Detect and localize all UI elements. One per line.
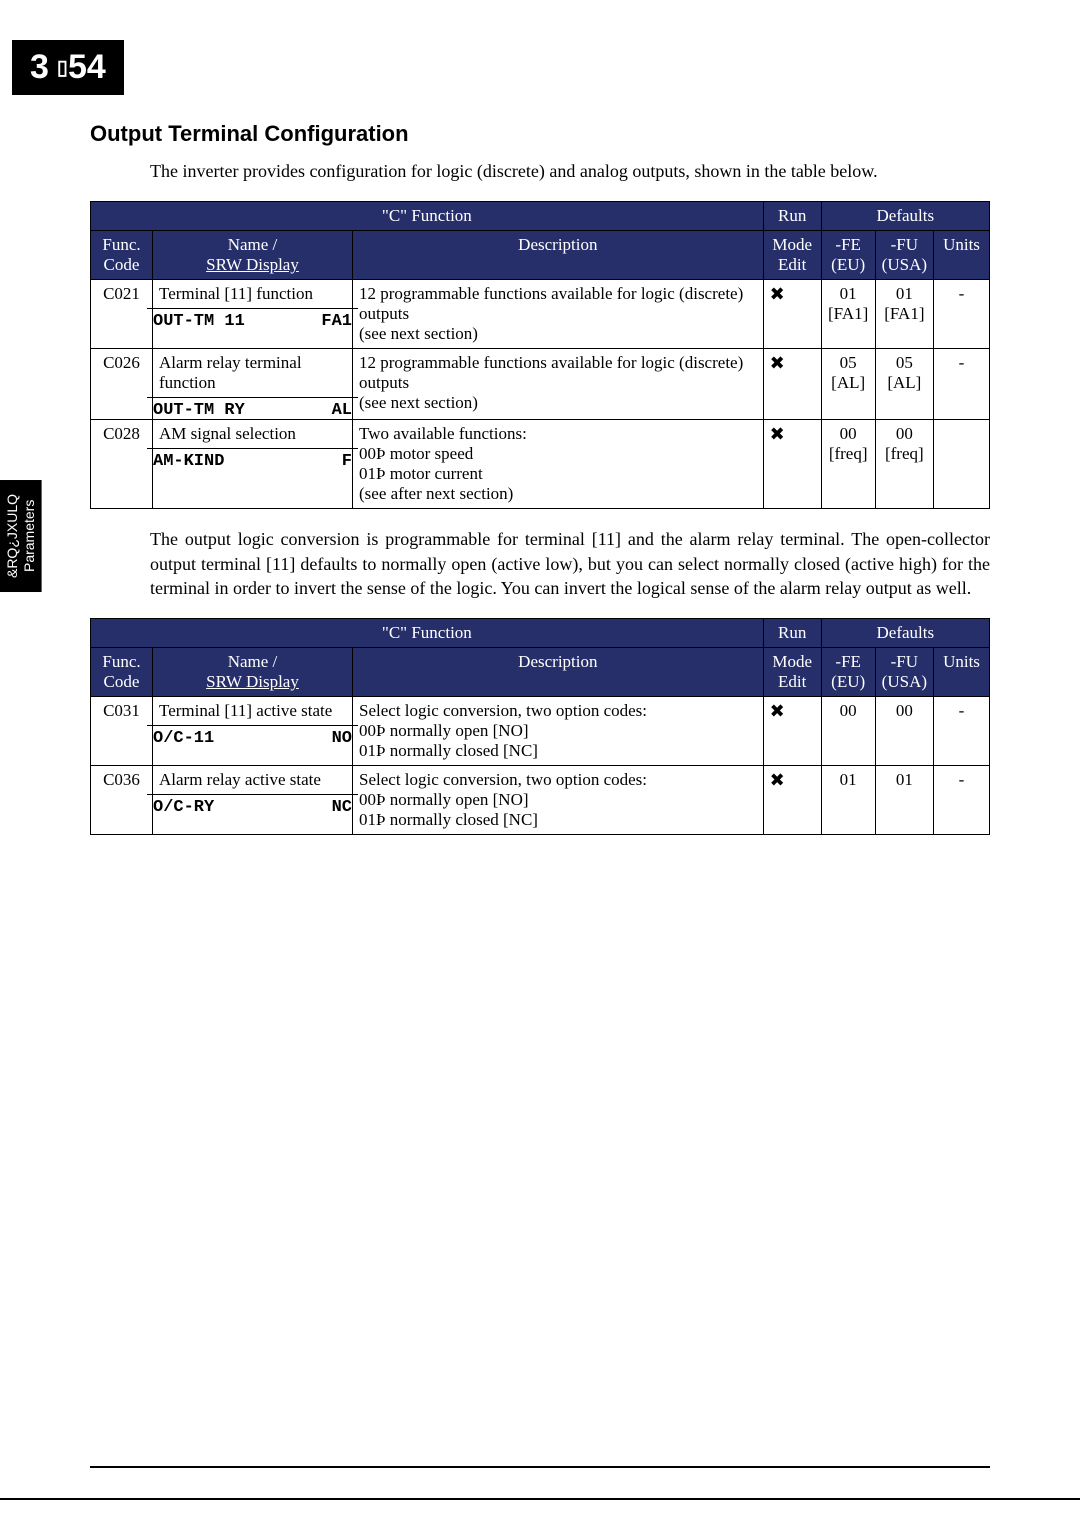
header-units: Units [934,231,990,280]
no-edit-icon [770,284,790,304]
header-run-bot: Mode Edit [763,231,821,280]
c-function-table-2: "C" Function Run Defaults Func. Code Nam… [90,618,990,835]
header-run-top: Run [763,619,821,648]
table-header: "C" Function Run Defaults Func. Code Nam… [91,202,990,280]
cell-name: Alarm relay terminal functionOUT-TM RYAL [153,349,353,420]
cell-units: - [934,766,990,835]
header-func-code: Func. Code [91,648,153,697]
page: 3 ▯ 54 &RQ¿JXULQParameters Output Termin… [0,0,1080,1500]
no-edit-icon [770,424,790,444]
cell-run-mode [763,766,821,835]
cell-desc: 12 programmable functions available for … [353,280,764,349]
cell-name: AM signal selectionAM-KINDF [153,420,353,509]
cell-code: C021 [91,280,153,349]
cell-units: - [934,349,990,420]
header-defaults: Defaults [821,619,989,648]
header-group: "C" Function [91,202,764,231]
intro-paragraph: The inverter provides configuration for … [150,159,990,183]
header-run-bot: Mode Edit [763,648,821,697]
cell-name: Alarm relay active stateO/C-RYNC [153,766,353,835]
header-name: Name / SRW Display [153,231,353,280]
cell-fe: 01 [821,766,875,835]
cell-code: C028 [91,420,153,509]
cell-units: - [934,280,990,349]
no-edit-icon [770,353,790,373]
mid-paragraph: The output logic conversion is programma… [150,527,990,600]
cell-fu: 00 [875,697,933,766]
table-row: C036Alarm relay active stateO/C-RYNCSele… [91,766,990,835]
page-number-header: 3 ▯ 54 [12,40,124,95]
no-edit-icon [770,770,790,790]
header-fe: -FE (EU) [821,648,875,697]
cell-fu: 01 [875,766,933,835]
header-fu: -FU (USA) [875,231,933,280]
header-func-code: Func. Code [91,231,153,280]
chapter-number: 3 [30,48,49,87]
header-name: Name / SRW Display [153,648,353,697]
header-defaults: Defaults [821,202,989,231]
cell-units: - [934,697,990,766]
cell-fe: 01[FA1] [821,280,875,349]
dash: ▯ [57,55,68,80]
table-row: C031Terminal [11] active stateO/C-11NOSe… [91,697,990,766]
cell-run-mode [763,349,821,420]
cell-name: Terminal [11] active stateO/C-11NO [153,697,353,766]
header-desc: Description [353,231,764,280]
cell-fu: 01[FA1] [875,280,933,349]
cell-fu: 05[AL] [875,349,933,420]
cell-run-mode [763,697,821,766]
cell-code: C036 [91,766,153,835]
header-run-top: Run [763,202,821,231]
table-row: C026Alarm relay terminal functionOUT-TM … [91,349,990,420]
cell-fe: 00 [821,697,875,766]
cell-desc: Select logic conversion, two option code… [353,697,764,766]
c-function-table-1: "C" Function Run Defaults Func. Code Nam… [90,201,990,509]
cell-desc: Select logic conversion, two option code… [353,766,764,835]
side-tab: &RQ¿JXULQParameters [0,480,42,592]
page-number: 54 [68,48,106,87]
section-title: Output Terminal Configuration [90,121,990,147]
table-row: C028AM signal selectionAM-KINDFTwo avail… [91,420,990,509]
cell-units [934,420,990,509]
table-header: "C" Function Run Defaults Func. Code Nam… [91,619,990,697]
cell-run-mode [763,420,821,509]
cell-code: C031 [91,697,153,766]
header-units: Units [934,648,990,697]
cell-fe: 00[freq] [821,420,875,509]
cell-fe: 05[AL] [821,349,875,420]
cell-fu: 00[freq] [875,420,933,509]
cell-desc: 12 programmable functions available for … [353,349,764,420]
cell-run-mode [763,280,821,349]
header-fe: -FE (EU) [821,231,875,280]
header-group: "C" Function [91,619,764,648]
header-fu: -FU (USA) [875,648,933,697]
no-edit-icon [770,701,790,721]
cell-desc: Two available functions:00Þ motor speed0… [353,420,764,509]
table-row: C021Terminal [11] functionOUT-TM 11FA112… [91,280,990,349]
cell-name: Terminal [11] functionOUT-TM 11FA1 [153,280,353,349]
cell-code: C026 [91,349,153,420]
header-desc: Description [353,648,764,697]
